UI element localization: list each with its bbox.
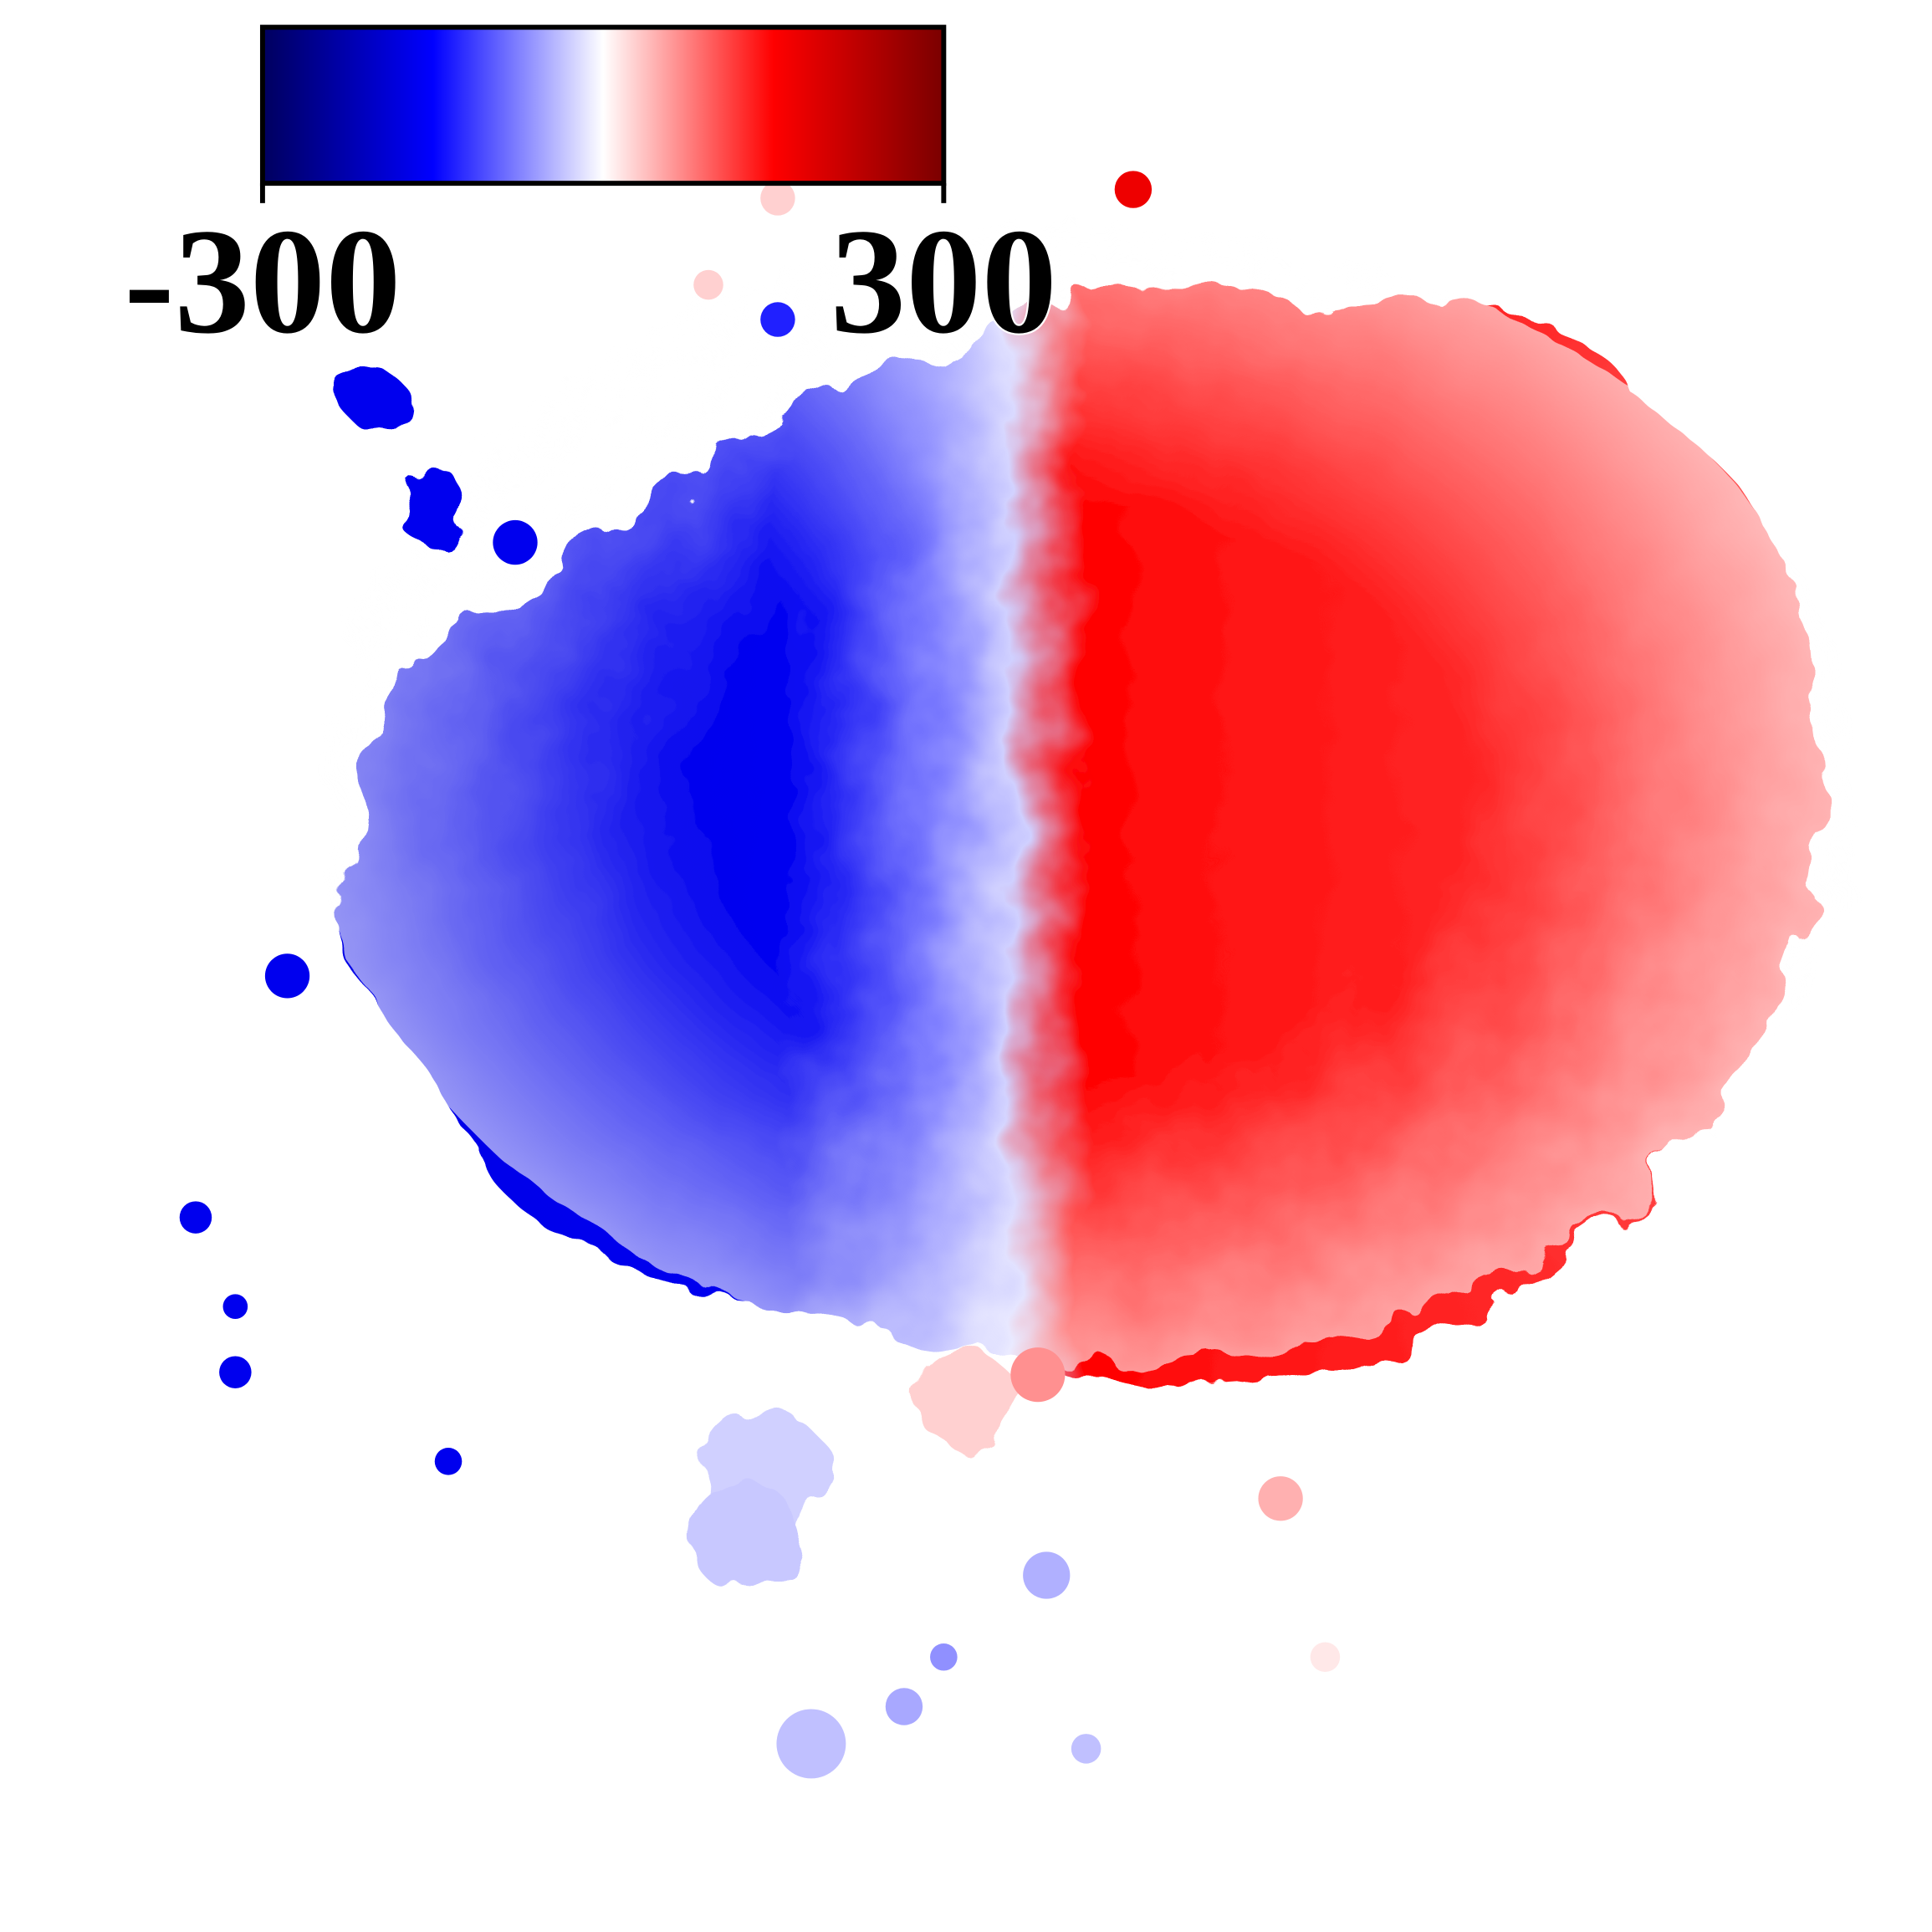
blob bbox=[493, 519, 538, 565]
blob bbox=[760, 181, 795, 216]
colorbar bbox=[259, 24, 947, 187]
blob bbox=[693, 269, 723, 300]
blob bbox=[930, 1643, 958, 1671]
blob bbox=[264, 953, 310, 999]
blob bbox=[760, 302, 795, 337]
blob bbox=[222, 1294, 248, 1320]
blob bbox=[1023, 1551, 1071, 1599]
blob bbox=[885, 1688, 923, 1725]
tick-label: -300 bbox=[124, 198, 401, 365]
blob bbox=[1114, 171, 1153, 208]
blob bbox=[1010, 1347, 1066, 1403]
colorbar-ticks bbox=[259, 183, 947, 203]
satellite-blobs bbox=[179, 171, 1341, 1779]
blob bbox=[434, 1448, 463, 1475]
blob bbox=[776, 1709, 846, 1779]
blob bbox=[1310, 1642, 1341, 1673]
blob bbox=[219, 1356, 252, 1388]
tick-label: 300 bbox=[831, 198, 1057, 365]
galaxy-body bbox=[322, 222, 1858, 1592]
blob bbox=[179, 1201, 212, 1234]
blob bbox=[1071, 1734, 1101, 1764]
blob bbox=[1258, 1476, 1303, 1521]
